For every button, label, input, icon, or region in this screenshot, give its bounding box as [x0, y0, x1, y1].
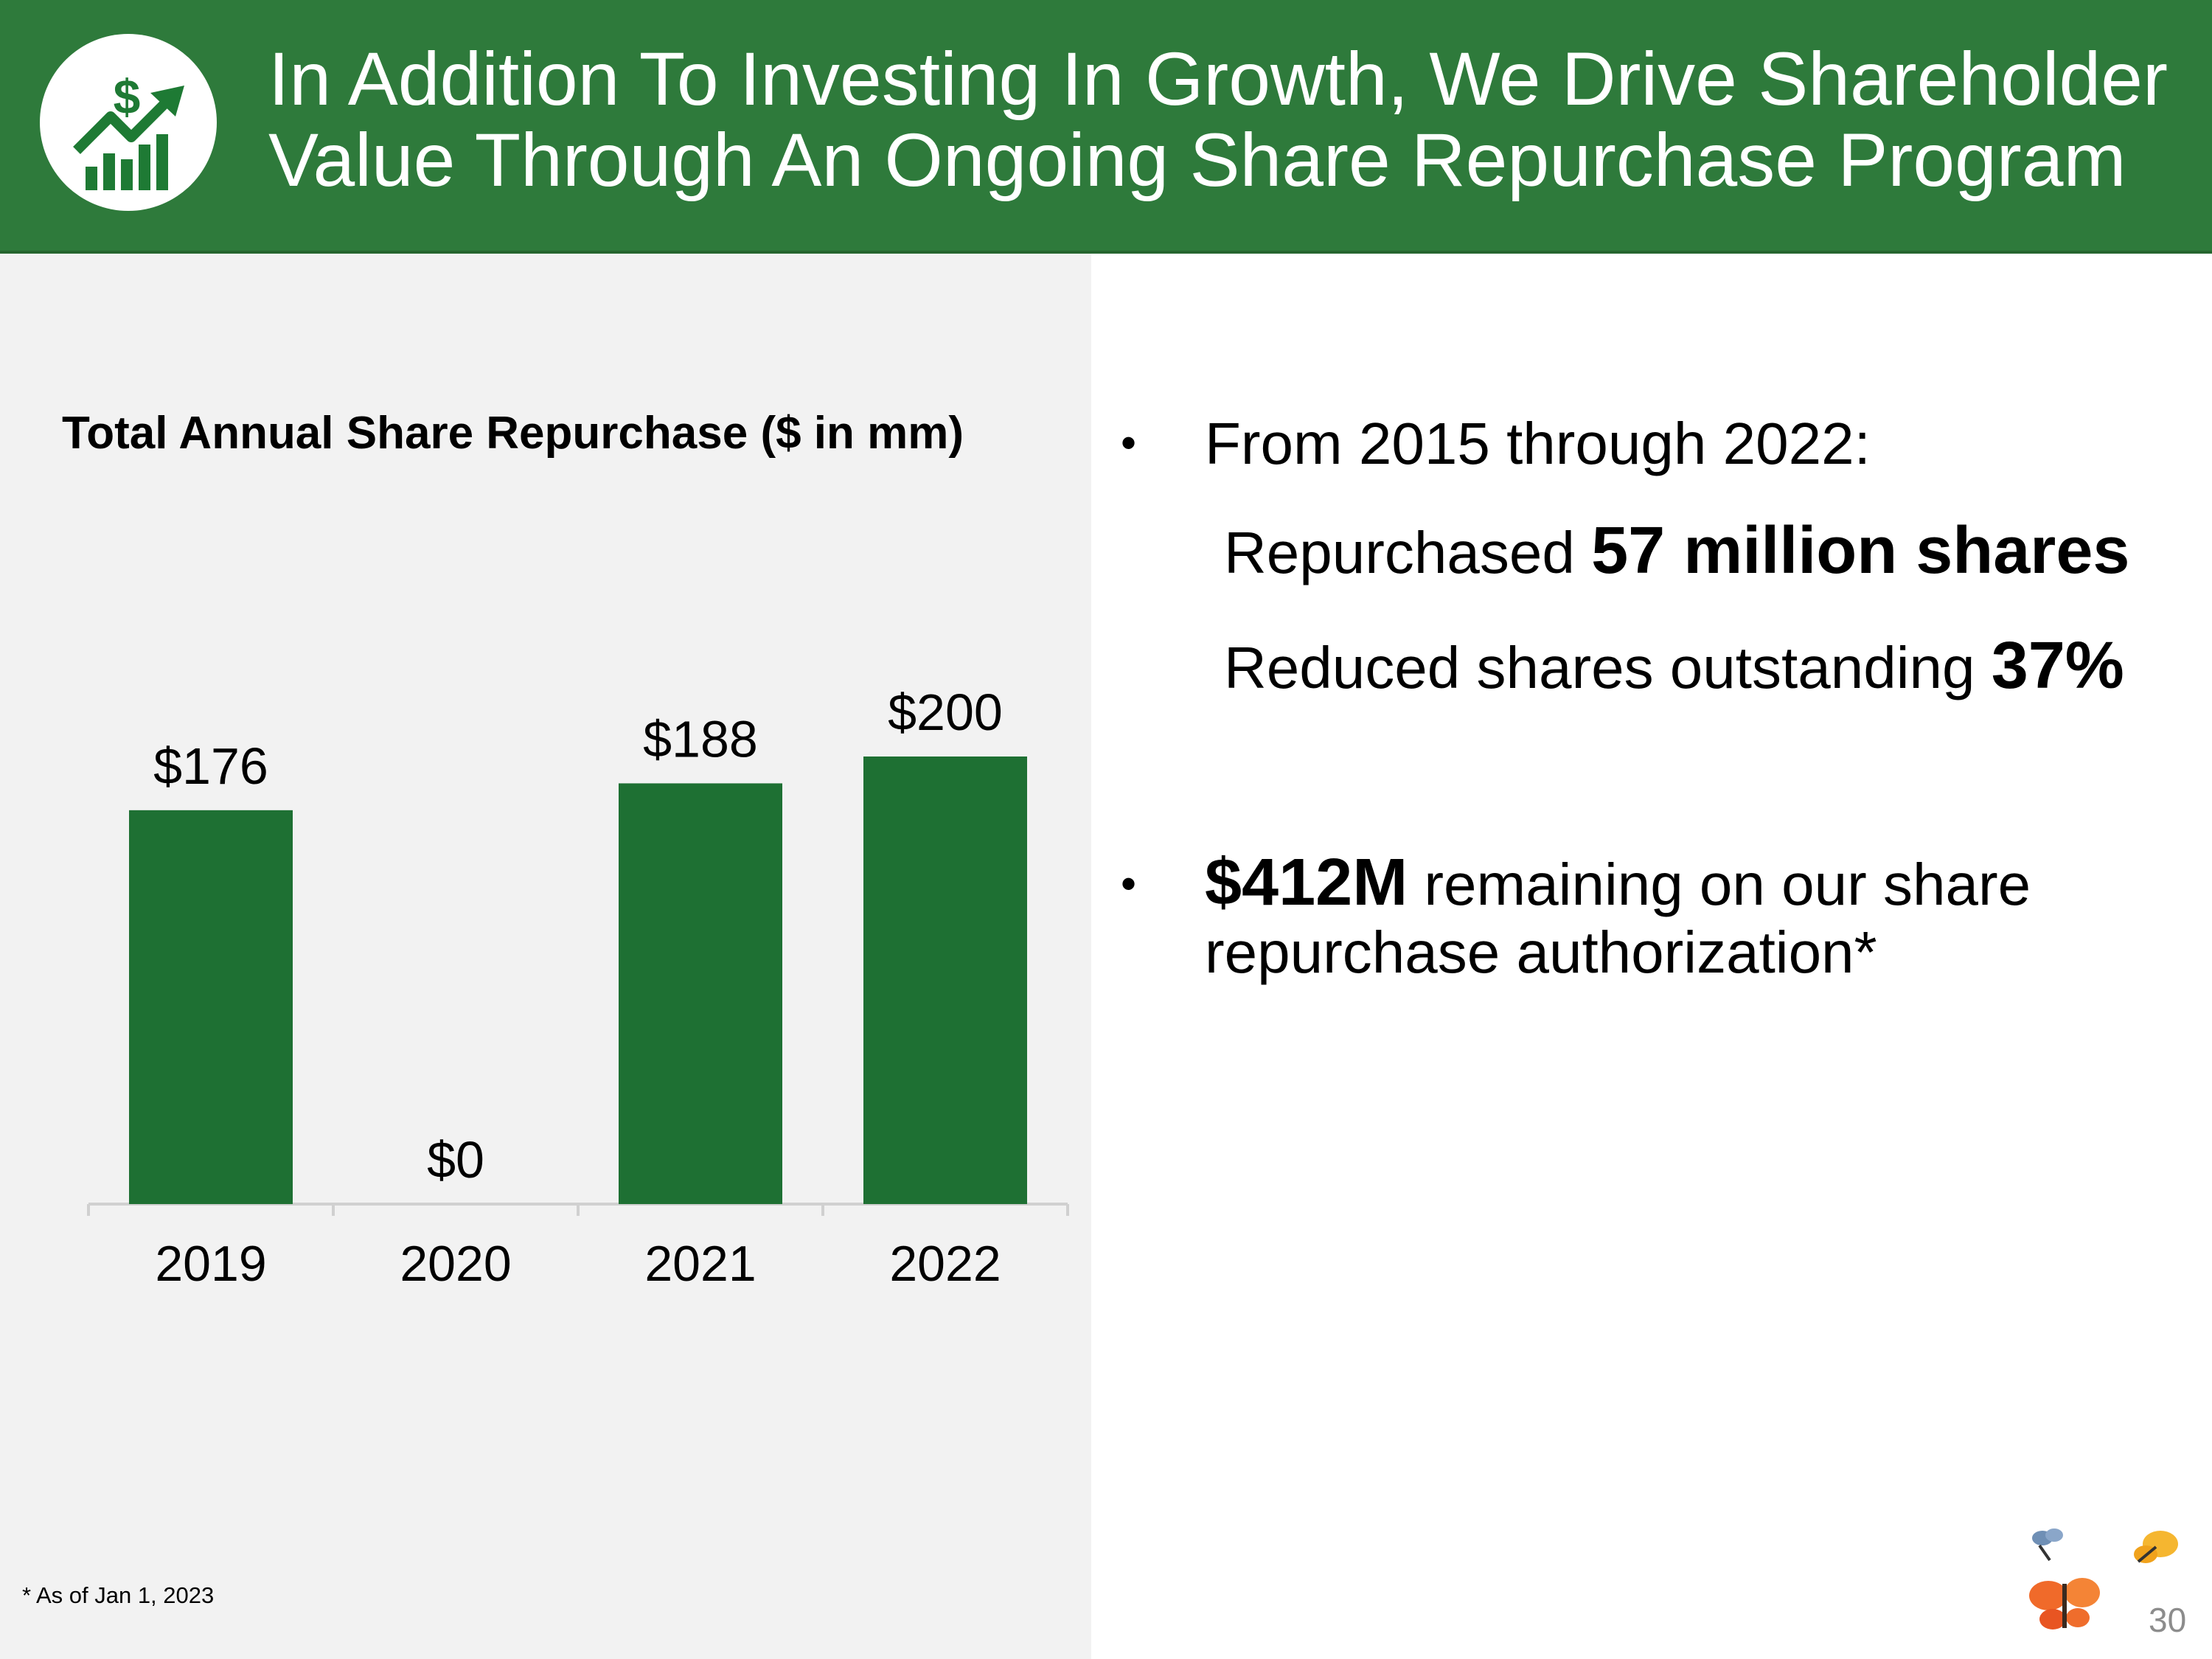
- sub-point-reduced: Reduced shares outstanding 37%: [1224, 628, 2124, 704]
- sub-point-repurchased-text: Repurchased: [1224, 520, 1592, 585]
- authorization-amount: $412M: [1205, 846, 1408, 919]
- tick-label-2020: 2020: [400, 1236, 511, 1292]
- butterflies-icon: [2013, 1519, 2205, 1655]
- header-bar: $ In Addition To Investing In Growth, We…: [0, 0, 2212, 251]
- sub-point-reduced-value: 37%: [1991, 629, 2124, 703]
- data-label-2022: $200: [888, 684, 1003, 741]
- sub-point-repurchased-value: 57 million shares: [1591, 514, 2130, 588]
- page-number: 30: [2149, 1601, 2187, 1639]
- bullet-authorization-line2: repurchase authorization*: [1205, 919, 1877, 985]
- header-divider: [0, 251, 2212, 254]
- data-label-2020: $0: [427, 1131, 484, 1189]
- sub-point-repurchased: Repurchased 57 million shares: [1224, 513, 2129, 589]
- authorization-text: remaining on our share: [1408, 852, 2031, 917]
- svg-text:$: $: [114, 69, 141, 124]
- title-line-2: Value Through An Ongoing Share Repurchas…: [268, 118, 2126, 202]
- tick-label-2021: 2021: [644, 1236, 756, 1292]
- bar-2019: [129, 810, 293, 1204]
- bar-2021: [619, 783, 782, 1204]
- bullet-period: From 2015 through 2022:: [1205, 411, 1871, 476]
- title-line-1: In Addition To Investing In Growth, We D…: [268, 37, 2168, 121]
- data-label-2021: $188: [643, 710, 758, 768]
- tick-label-2019: 2019: [155, 1236, 266, 1292]
- footnote: * As of Jan 1, 2023: [22, 1582, 215, 1608]
- sub-point-reduced-text: Reduced shares outstanding: [1224, 635, 1992, 700]
- page-title: In Addition To Investing In Growth, We D…: [268, 38, 2185, 201]
- bar-2022: [863, 757, 1027, 1204]
- tick-label-2022: 2022: [889, 1236, 1001, 1292]
- bullet-authorization: $412M remaining on our share: [1205, 845, 2031, 921]
- chart-title: Total Annual Share Repurchase ($ in mm): [62, 408, 964, 459]
- growth-chart-dollar-icon: $: [40, 34, 217, 211]
- data-label-2019: $176: [153, 737, 268, 795]
- bullet-marker-2: •: [1121, 859, 1137, 908]
- bullet-marker-1: •: [1121, 418, 1137, 467]
